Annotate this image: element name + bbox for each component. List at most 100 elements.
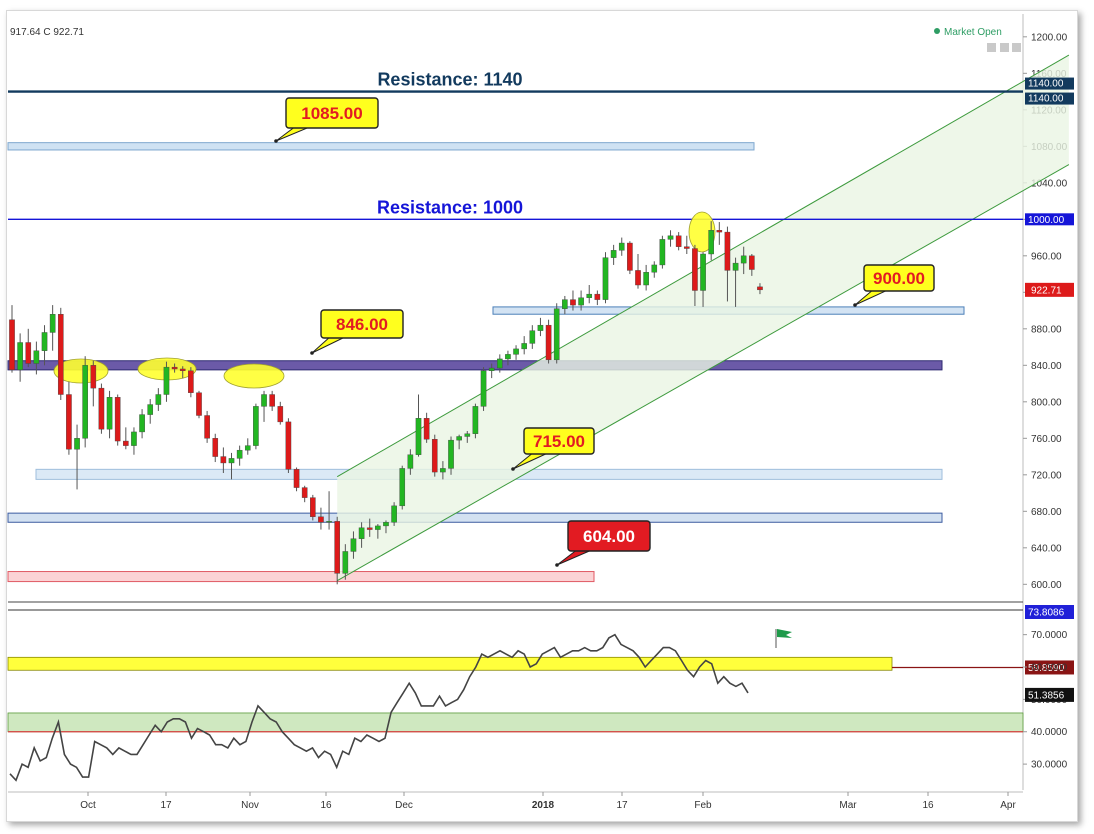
candle-body [358,527,365,539]
candle-body [179,368,186,371]
candle-body [33,350,40,364]
candle [651,261,658,278]
callout-box [320,309,404,339]
time-tick-label: Nov [241,800,259,811]
candle-body [497,358,503,369]
time-tick-label: Apr [1000,800,1016,811]
candle [431,434,438,477]
candle [749,253,755,276]
candle [9,305,15,373]
candle [155,388,162,411]
candle-body [326,521,332,523]
candle [383,520,389,534]
candle-body [675,235,682,247]
candle-body [749,255,755,270]
candle-body [139,414,145,433]
last-price-tag: 922.71 [1031,285,1062,296]
candle-body [594,293,601,300]
close-icon[interactable] [1012,43,1021,52]
candle-body [49,314,56,333]
candle-body [692,248,698,291]
resistance-tag-label: 1140.00 [1028,79,1064,90]
price-tick-label: 840.00 [1031,361,1062,372]
candle-body [456,436,462,441]
candlestick-series: 922.71 [9,221,1074,585]
window-controls[interactable] [987,43,1021,52]
candle-body [635,270,641,286]
candle-body [732,262,739,271]
candle [488,363,495,379]
candle-body [155,394,162,405]
candle [236,445,243,466]
channel-lower-line [336,164,1070,582]
candle-body [562,299,568,309]
rsi-tag-box [1025,687,1074,702]
candle-body [171,366,178,370]
candle [448,436,454,475]
candle [131,427,137,455]
candle-body [464,433,471,437]
callout-box [285,97,379,129]
candle-body [440,468,446,473]
candle-body [521,343,527,350]
candle-body [578,297,584,306]
time-tick-label: 2018 [532,800,555,811]
candle [415,394,422,457]
time-tick-label: Mar [839,800,857,811]
candle-body [716,230,723,233]
candle-body [627,242,633,271]
rsi-tag: 59.8590 [1028,663,1065,674]
candle [318,507,324,530]
price-callouts: 1085.00 900.00 846.00 715.00 604.00 [274,97,935,567]
rsi-tag: 51.3856 [1028,690,1065,701]
rsi-yellow-band [7,656,893,671]
time-tick-label: 16 [320,800,332,811]
layout-icon[interactable] [987,43,996,52]
candle-body [407,454,414,469]
candle [66,381,72,455]
settings-icon[interactable] [1000,43,1009,52]
price-callout: 604.00 [555,520,651,567]
candle-body [350,538,357,552]
candle-body [700,253,706,291]
candle [675,232,682,251]
candle [261,390,267,422]
price-callout: 846.00 [310,309,404,355]
candle-body [188,370,194,393]
candle-body [285,421,292,470]
candle [553,303,560,364]
candle [33,341,40,375]
candle [732,257,739,307]
rsi-tag-box [1025,605,1074,619]
candle [537,317,544,337]
candle-body [236,449,243,459]
candle-body [212,438,219,457]
candle-body [375,525,381,530]
candle [497,354,503,373]
candle-body [220,456,227,464]
candle-body [708,230,714,255]
candle-body [293,469,300,488]
candle [41,325,48,366]
candle [57,307,64,400]
resistance-tag-label: 1000.00 [1028,215,1065,226]
candle-body [423,418,430,440]
candle [220,447,227,473]
price-tick-label: 1200.00 [1031,32,1068,43]
time-tick-label: 17 [616,800,628,811]
candle [196,390,202,419]
candle [204,410,210,443]
candle [740,246,747,275]
candle-body [383,522,389,527]
callout-anchor-dot [274,139,278,143]
candle [188,367,194,398]
candle-body [98,387,105,430]
candle [692,244,698,306]
candle-body [334,521,341,574]
highlight-ellipse [223,363,285,389]
candle-body [253,406,259,446]
candle [683,235,690,254]
candle [375,524,381,539]
candle [480,367,487,411]
